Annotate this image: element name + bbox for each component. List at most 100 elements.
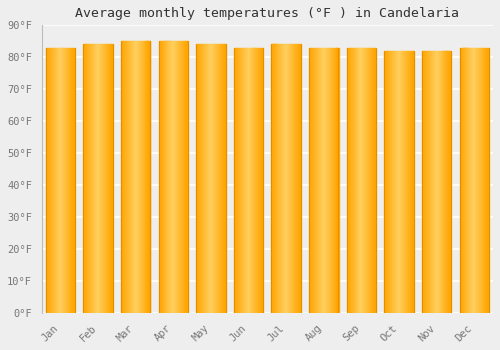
Bar: [446, 51, 448, 313]
Bar: [384, 51, 386, 313]
Bar: [127, 41, 128, 313]
Bar: [319, 48, 320, 313]
Bar: [46, 48, 47, 313]
Bar: [325, 48, 326, 313]
Bar: [256, 48, 258, 313]
Bar: [248, 48, 250, 313]
Bar: [428, 51, 429, 313]
Bar: [131, 41, 132, 313]
Bar: [211, 44, 212, 313]
Bar: [352, 48, 354, 313]
Bar: [475, 48, 476, 313]
Bar: [214, 44, 215, 313]
Bar: [48, 48, 49, 313]
Bar: [464, 48, 466, 313]
Bar: [408, 51, 409, 313]
Bar: [206, 44, 207, 313]
Bar: [299, 44, 300, 313]
Bar: [187, 41, 188, 313]
Bar: [108, 44, 109, 313]
Bar: [121, 41, 122, 313]
Bar: [166, 41, 168, 313]
Bar: [272, 44, 274, 313]
Bar: [199, 44, 200, 313]
Bar: [196, 44, 198, 313]
Bar: [218, 44, 219, 313]
Bar: [66, 48, 68, 313]
Bar: [406, 51, 407, 313]
Bar: [174, 41, 176, 313]
Bar: [123, 41, 124, 313]
Bar: [240, 48, 241, 313]
Bar: [86, 44, 88, 313]
Bar: [183, 41, 184, 313]
Bar: [394, 51, 395, 313]
Bar: [93, 44, 94, 313]
Bar: [134, 41, 135, 313]
Bar: [224, 44, 226, 313]
Bar: [239, 48, 240, 313]
Bar: [138, 41, 139, 313]
Bar: [168, 41, 170, 313]
Bar: [423, 51, 424, 313]
Bar: [148, 41, 150, 313]
Bar: [186, 41, 187, 313]
Bar: [422, 51, 423, 313]
Bar: [96, 44, 97, 313]
Bar: [237, 48, 238, 313]
Bar: [136, 41, 137, 313]
Bar: [300, 44, 301, 313]
Bar: [274, 44, 276, 313]
Bar: [68, 48, 70, 313]
Bar: [481, 48, 482, 313]
Bar: [429, 51, 430, 313]
Bar: [407, 51, 408, 313]
Bar: [472, 48, 474, 313]
Bar: [184, 41, 185, 313]
Bar: [146, 41, 148, 313]
Bar: [336, 48, 338, 313]
Bar: [485, 48, 486, 313]
Bar: [328, 48, 329, 313]
Bar: [101, 44, 102, 313]
Bar: [126, 41, 127, 313]
Bar: [405, 51, 406, 313]
Bar: [52, 48, 53, 313]
Bar: [138, 41, 140, 313]
Bar: [178, 41, 180, 313]
Bar: [320, 48, 321, 313]
Bar: [398, 51, 399, 313]
Bar: [252, 48, 254, 313]
Bar: [395, 51, 396, 313]
Bar: [291, 44, 292, 313]
Bar: [438, 51, 440, 313]
Bar: [434, 51, 436, 313]
Bar: [425, 51, 426, 313]
Bar: [356, 48, 358, 313]
Bar: [348, 48, 350, 313]
Bar: [470, 48, 472, 313]
Bar: [313, 48, 314, 313]
Bar: [404, 51, 405, 313]
Bar: [348, 48, 349, 313]
Bar: [282, 44, 284, 313]
Bar: [124, 41, 125, 313]
Bar: [197, 44, 198, 313]
Bar: [432, 51, 433, 313]
Bar: [283, 44, 284, 313]
Bar: [362, 48, 364, 313]
Title: Average monthly temperatures (°F ) in Candelaria: Average monthly temperatures (°F ) in Ca…: [76, 7, 460, 20]
Bar: [444, 51, 446, 313]
Bar: [364, 48, 366, 313]
Bar: [60, 48, 62, 313]
Bar: [176, 41, 178, 313]
Bar: [424, 51, 425, 313]
Bar: [260, 48, 262, 313]
Bar: [250, 48, 252, 313]
Bar: [294, 44, 295, 313]
Bar: [366, 48, 368, 313]
Bar: [72, 48, 74, 313]
Bar: [201, 44, 202, 313]
Bar: [287, 44, 288, 313]
Bar: [179, 41, 180, 313]
